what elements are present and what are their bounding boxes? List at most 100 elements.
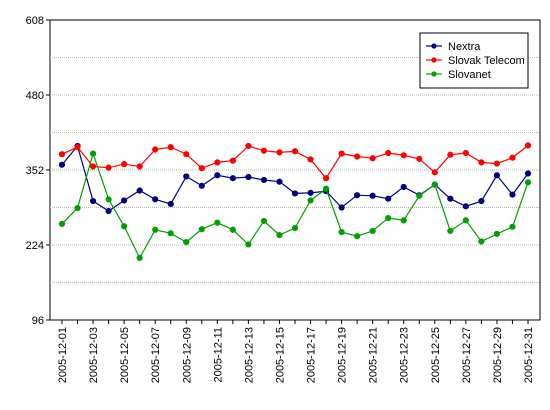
x-tick-label: 2005-12-29 (492, 327, 504, 383)
series-slovak-telecom (58, 142, 532, 182)
data-point (478, 197, 485, 205)
data-point (89, 150, 97, 157)
legend: Nextra Slovak Telecom Slovanet (419, 32, 529, 89)
y-tick-label: 480 (26, 90, 44, 102)
data-point (214, 219, 221, 226)
data-point (89, 163, 97, 170)
data-point (183, 238, 190, 246)
data-point (291, 224, 299, 232)
x-tick-label: 2005-12-19 (337, 327, 349, 383)
data-point (74, 204, 81, 212)
data-point (524, 170, 532, 177)
y-tick-label: 352 (26, 165, 44, 177)
data-point (105, 196, 112, 203)
data-point (400, 183, 407, 191)
data-point (245, 173, 252, 181)
data-point (74, 144, 81, 151)
data-point (183, 173, 190, 180)
data-point (58, 151, 66, 158)
data-point (416, 155, 423, 162)
data-point (524, 179, 532, 186)
y-tick-label: 96 (32, 315, 44, 327)
x-tick-label: 2005-12-21 (368, 327, 380, 383)
legend-swatch-marker (431, 57, 437, 63)
data-point (307, 189, 314, 196)
y-tick-label: 224 (26, 240, 44, 252)
series-slovanet (58, 150, 532, 261)
data-point (58, 161, 66, 168)
data-point (354, 153, 361, 160)
x-axis: 2005-12-01 2005-12-03 2005-12-05 2005-12-07… (57, 320, 535, 383)
data-point (260, 147, 268, 154)
data-point (89, 197, 97, 205)
x-tick-label: 2005-12-31 (523, 327, 535, 383)
data-point (291, 148, 299, 155)
legend-swatch-marker (431, 71, 437, 77)
data-point (245, 142, 252, 150)
data-point (105, 164, 112, 171)
data-point (400, 152, 407, 159)
data-point (183, 151, 190, 158)
data-point (152, 226, 159, 233)
data-point (354, 192, 361, 199)
data-point (260, 217, 268, 225)
data-point (447, 227, 454, 235)
data-point (276, 149, 283, 156)
data-point (307, 156, 314, 163)
data-point (509, 191, 516, 198)
data-point (478, 159, 485, 166)
data-point (493, 160, 501, 167)
y-tick-label: 608 (26, 15, 44, 27)
gridlines (50, 57, 540, 283)
data-point (369, 155, 376, 162)
data-point (462, 203, 469, 210)
data-point (214, 159, 221, 166)
data-point (385, 214, 392, 222)
data-point (167, 200, 174, 208)
data-point (322, 175, 330, 182)
data-point (509, 223, 516, 230)
data-point (121, 197, 128, 204)
data-point (431, 181, 438, 188)
data-point (214, 172, 221, 179)
data-point (416, 192, 423, 199)
data-point (291, 190, 299, 197)
data-point (307, 197, 314, 204)
x-tick-label: 2005-12-15 (274, 327, 286, 383)
x-tick-label: 2005-12-13 (243, 327, 255, 383)
data-point (354, 233, 361, 240)
x-tick-label: 2005-12-07 (150, 327, 162, 383)
data-point (462, 217, 469, 224)
data-point (369, 192, 376, 199)
data-point (245, 241, 252, 248)
x-tick-label: 2005-12-17 (306, 327, 318, 383)
data-point (385, 195, 392, 202)
legend-swatch-marker (431, 43, 437, 49)
data-point (276, 231, 283, 239)
legend-label: Slovanet (448, 69, 491, 81)
data-point (322, 185, 330, 192)
series-layer (58, 142, 532, 261)
x-tick-label: 2005-12-27 (461, 327, 473, 383)
data-point (121, 161, 128, 168)
data-point (493, 172, 501, 179)
data-point (229, 226, 236, 233)
data-point (198, 226, 205, 233)
data-point (136, 163, 143, 170)
data-point (229, 175, 236, 182)
data-point (198, 165, 205, 172)
data-point (198, 182, 205, 189)
y-axis: 96 224 352 480 608 (26, 15, 50, 327)
data-point (478, 238, 485, 245)
x-tick-label: 2005-12-03 (88, 327, 100, 383)
data-point (152, 196, 159, 203)
data-point (58, 220, 66, 228)
data-point (447, 195, 454, 202)
x-tick-label: 2005-12-01 (57, 327, 69, 383)
data-point (338, 150, 345, 157)
legend-label: Slovak Telecom (448, 55, 525, 67)
data-point (136, 187, 143, 194)
data-point (400, 217, 407, 224)
x-tick-label: 2005-12-11 (212, 327, 224, 382)
x-tick-label: 2005-12-25 (430, 327, 442, 383)
